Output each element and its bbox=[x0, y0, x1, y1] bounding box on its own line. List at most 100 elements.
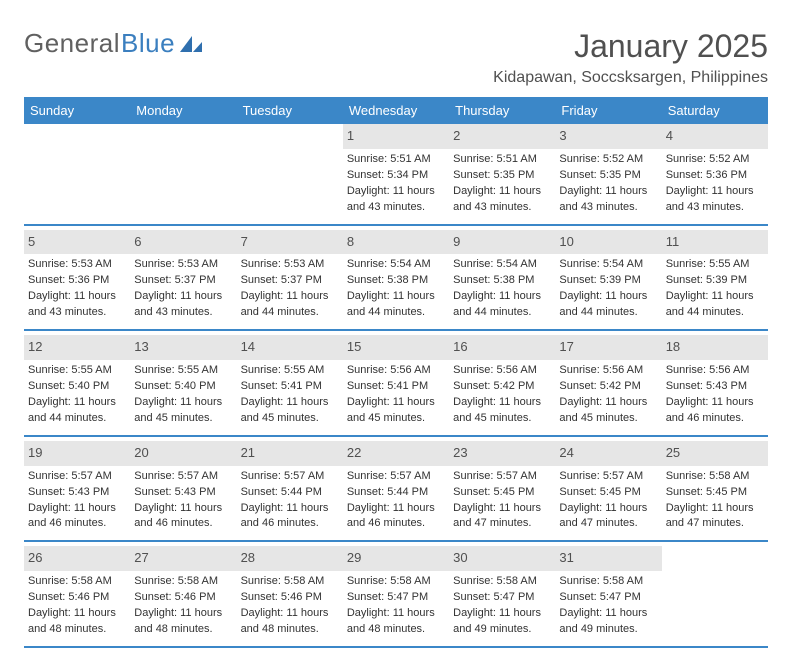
sunset-line: Sunset: 5:44 PM bbox=[241, 485, 339, 501]
sunrise-line: Sunrise: 5:51 AM bbox=[347, 152, 445, 168]
sunrise-line: Sunrise: 5:53 AM bbox=[28, 257, 126, 273]
sunset-line: Sunset: 5:39 PM bbox=[666, 273, 764, 289]
sunrise-line: Sunrise: 5:52 AM bbox=[666, 152, 764, 168]
day-details: Sunrise: 5:57 AMSunset: 5:43 PMDaylight:… bbox=[28, 469, 126, 533]
week-row: 19Sunrise: 5:57 AMSunset: 5:43 PMDayligh… bbox=[24, 441, 768, 543]
sunset-line: Sunset: 5:42 PM bbox=[453, 379, 551, 395]
sunrise-line: Sunrise: 5:57 AM bbox=[28, 469, 126, 485]
day-details: Sunrise: 5:56 AMSunset: 5:42 PMDaylight:… bbox=[559, 363, 657, 427]
sunrise-line: Sunrise: 5:52 AM bbox=[559, 152, 657, 168]
daylight-line: Daylight: 11 hours and 44 minutes. bbox=[559, 289, 657, 321]
weekday-header: Saturday bbox=[662, 97, 768, 124]
day-number: 14 bbox=[237, 335, 343, 360]
day-cell: 9Sunrise: 5:54 AMSunset: 5:38 PMDaylight… bbox=[449, 230, 555, 324]
sunset-line: Sunset: 5:43 PM bbox=[134, 485, 232, 501]
day-number: 6 bbox=[130, 230, 236, 255]
sunrise-line: Sunrise: 5:54 AM bbox=[559, 257, 657, 273]
logo-word2: Blue bbox=[121, 28, 175, 59]
logo: General Blue bbox=[24, 28, 204, 59]
sunset-line: Sunset: 5:47 PM bbox=[347, 590, 445, 606]
week-row: 12Sunrise: 5:55 AMSunset: 5:40 PMDayligh… bbox=[24, 335, 768, 437]
day-number: 11 bbox=[662, 230, 768, 255]
day-cell: 21Sunrise: 5:57 AMSunset: 5:44 PMDayligh… bbox=[237, 441, 343, 535]
daylight-line: Daylight: 11 hours and 45 minutes. bbox=[347, 395, 445, 427]
weekday-header: Monday bbox=[130, 97, 236, 124]
day-cell: 1Sunrise: 5:51 AMSunset: 5:34 PMDaylight… bbox=[343, 124, 449, 218]
day-number: 30 bbox=[449, 546, 555, 571]
sunrise-line: Sunrise: 5:57 AM bbox=[347, 469, 445, 485]
day-cell: 2Sunrise: 5:51 AMSunset: 5:35 PMDaylight… bbox=[449, 124, 555, 218]
day-details: Sunrise: 5:58 AMSunset: 5:45 PMDaylight:… bbox=[666, 469, 764, 533]
day-number: 7 bbox=[237, 230, 343, 255]
day-details: Sunrise: 5:58 AMSunset: 5:46 PMDaylight:… bbox=[28, 574, 126, 638]
sunset-line: Sunset: 5:38 PM bbox=[453, 273, 551, 289]
sunset-line: Sunset: 5:36 PM bbox=[28, 273, 126, 289]
sunset-line: Sunset: 5:40 PM bbox=[28, 379, 126, 395]
day-number: 20 bbox=[130, 441, 236, 466]
sunrise-line: Sunrise: 5:51 AM bbox=[453, 152, 551, 168]
daylight-line: Daylight: 11 hours and 48 minutes. bbox=[347, 606, 445, 638]
day-number: 8 bbox=[343, 230, 449, 255]
sunrise-line: Sunrise: 5:58 AM bbox=[347, 574, 445, 590]
sunrise-line: Sunrise: 5:58 AM bbox=[559, 574, 657, 590]
day-number: 15 bbox=[343, 335, 449, 360]
day-number: 22 bbox=[343, 441, 449, 466]
sunset-line: Sunset: 5:42 PM bbox=[559, 379, 657, 395]
daylight-line: Daylight: 11 hours and 43 minutes. bbox=[347, 184, 445, 216]
title-block: January 2025 Kidapawan, Soccsksargen, Ph… bbox=[493, 28, 768, 87]
day-details: Sunrise: 5:53 AMSunset: 5:37 PMDaylight:… bbox=[241, 257, 339, 321]
sunset-line: Sunset: 5:38 PM bbox=[347, 273, 445, 289]
sunset-line: Sunset: 5:43 PM bbox=[28, 485, 126, 501]
sunset-line: Sunset: 5:47 PM bbox=[559, 590, 657, 606]
month-title: January 2025 bbox=[493, 28, 768, 65]
day-details: Sunrise: 5:52 AMSunset: 5:36 PMDaylight:… bbox=[666, 152, 764, 216]
weeks-container: ...1Sunrise: 5:51 AMSunset: 5:34 PMDayli… bbox=[24, 124, 768, 648]
day-cell: 22 Sunrise: 5:57 AMSunset: 5:44 PMDayligh… bbox=[343, 441, 449, 535]
day-details: Sunrise: 5:55 AMSunset: 5:40 PMDaylight:… bbox=[134, 363, 232, 427]
day-number: 27 bbox=[130, 546, 236, 571]
daylight-line: Daylight: 11 hours and 43 minutes. bbox=[453, 184, 551, 216]
day-cell: 13Sunrise: 5:55 AMSunset: 5:40 PMDayligh… bbox=[130, 335, 236, 429]
day-cell: 18Sunrise: 5:56 AMSunset: 5:43 PMDayligh… bbox=[662, 335, 768, 429]
day-cell: 16Sunrise: 5:56 AMSunset: 5:42 PMDayligh… bbox=[449, 335, 555, 429]
day-details: Sunrise: 5:51 AMSunset: 5:35 PMDaylight:… bbox=[453, 152, 551, 216]
sunrise-line: Sunrise: 5:55 AM bbox=[134, 363, 232, 379]
day-details: Sunrise: 5:56 AMSunset: 5:43 PMDaylight:… bbox=[666, 363, 764, 427]
sunrise-line: Sunrise: 5:56 AM bbox=[559, 363, 657, 379]
sunrise-line: Sunrise: 5:53 AM bbox=[134, 257, 232, 273]
daylight-line: Daylight: 11 hours and 49 minutes. bbox=[559, 606, 657, 638]
day-number: 21 bbox=[237, 441, 343, 466]
daylight-line: Daylight: 11 hours and 46 minutes. bbox=[28, 501, 126, 533]
logo-sail-icon bbox=[178, 34, 204, 54]
sunset-line: Sunset: 5:35 PM bbox=[453, 168, 551, 184]
day-cell: 7Sunrise: 5:53 AMSunset: 5:37 PMDaylight… bbox=[237, 230, 343, 324]
day-details: Sunrise: 5:57 AMSunset: 5:44 PMDaylight:… bbox=[347, 469, 445, 533]
day-cell: . bbox=[24, 124, 130, 218]
day-cell: 23Sunrise: 5:57 AMSunset: 5:45 PMDayligh… bbox=[449, 441, 555, 535]
week-row: ...1Sunrise: 5:51 AMSunset: 5:34 PMDayli… bbox=[24, 124, 768, 226]
daylight-line: Daylight: 11 hours and 43 minutes. bbox=[134, 289, 232, 321]
day-number: 29 bbox=[343, 546, 449, 571]
day-cell: 25Sunrise: 5:58 AMSunset: 5:45 PMDayligh… bbox=[662, 441, 768, 535]
day-details: Sunrise: 5:56 AMSunset: 5:42 PMDaylight:… bbox=[453, 363, 551, 427]
daylight-line: Daylight: 11 hours and 48 minutes. bbox=[134, 606, 232, 638]
day-details: Sunrise: 5:54 AMSunset: 5:39 PMDaylight:… bbox=[559, 257, 657, 321]
daylight-line: Daylight: 11 hours and 43 minutes. bbox=[666, 184, 764, 216]
day-number: 12 bbox=[24, 335, 130, 360]
day-number: 26 bbox=[24, 546, 130, 571]
day-number: 3 bbox=[555, 124, 661, 149]
sunset-line: Sunset: 5:45 PM bbox=[559, 485, 657, 501]
day-number: 24 bbox=[555, 441, 661, 466]
daylight-line: Daylight: 11 hours and 46 minutes. bbox=[241, 501, 339, 533]
daylight-line: Daylight: 11 hours and 47 minutes. bbox=[453, 501, 551, 533]
sunrise-line: Sunrise: 5:58 AM bbox=[666, 469, 764, 485]
day-cell: 15Sunrise: 5:56 AMSunset: 5:41 PMDayligh… bbox=[343, 335, 449, 429]
day-cell: 30Sunrise: 5:58 AMSunset: 5:47 PMDayligh… bbox=[449, 546, 555, 640]
week-row: 26 Sunrise: 5:58 AMSunset: 5:46 PMDayligh… bbox=[24, 546, 768, 648]
header: General Blue January 2025 Kidapawan, Soc… bbox=[24, 28, 768, 87]
sunrise-line: Sunrise: 5:55 AM bbox=[666, 257, 764, 273]
day-cell: 26 Sunrise: 5:58 AMSunset: 5:46 PMDayligh… bbox=[24, 546, 130, 640]
logo-word1: General bbox=[24, 28, 120, 59]
week-row: 5Sunrise: 5:53 AMSunset: 5:36 PMDaylight… bbox=[24, 230, 768, 332]
day-cell: 29 Sunrise: 5:58 AMSunset: 5:47 PMDayligh… bbox=[343, 546, 449, 640]
